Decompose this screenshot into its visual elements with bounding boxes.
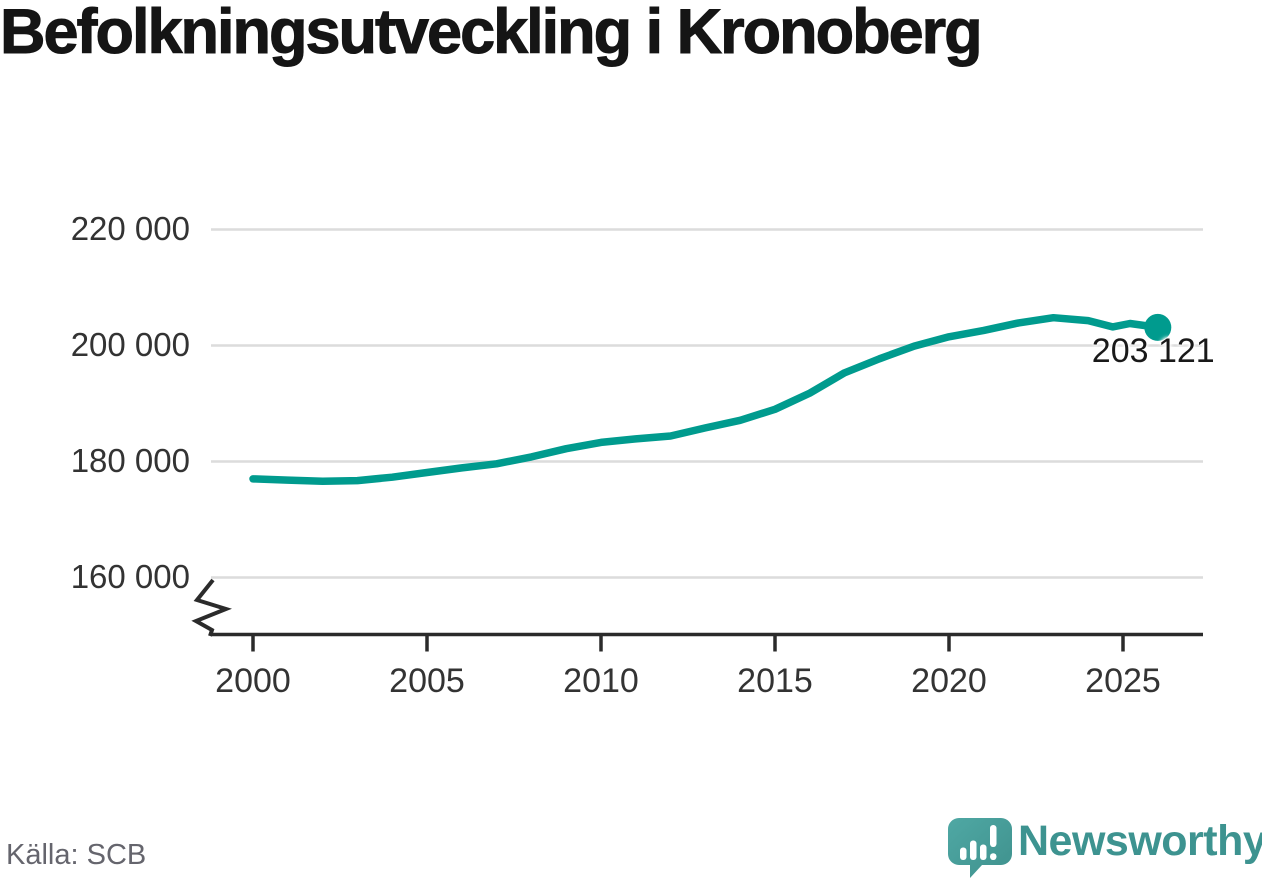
newsworthy-logo: Newsworthy (948, 815, 1262, 879)
x-axis-tick-label: 2005 (389, 662, 465, 700)
exclamation-bar (990, 825, 997, 847)
bar-2 (970, 840, 977, 860)
newsworthy-wordmark: Newsworthy (1018, 817, 1262, 865)
bar-1 (960, 847, 967, 860)
x-axis-tick-label: 2025 (1085, 662, 1161, 700)
chart-title: Befolkningsutveckling i Kronoberg (0, 0, 983, 68)
y-axis-tick-label: 180 000 (70, 441, 190, 479)
x-axis-tick-label: 2015 (737, 662, 813, 700)
end-point-marker (1144, 313, 1172, 341)
exclamation-dot (990, 853, 997, 860)
source-label: Källa: SCB (6, 839, 147, 871)
end-value-label: 203 121 (1091, 332, 1215, 371)
x-axis-tick-label: 2010 (563, 662, 639, 700)
bar-3 (980, 844, 987, 860)
newsworthy-logo-icon (948, 818, 1012, 878)
population-line (249, 313, 1162, 485)
x-axis-tick-label: 2020 (911, 662, 987, 700)
y-axis-tick-label: 200 000 (70, 325, 190, 363)
y-axis-tick-label: 220 000 (70, 209, 190, 247)
axis-break-icon (191, 578, 232, 637)
x-axis-tick-label: 2000 (215, 662, 291, 700)
y-axis-tick-label: 160 000 (70, 557, 190, 595)
